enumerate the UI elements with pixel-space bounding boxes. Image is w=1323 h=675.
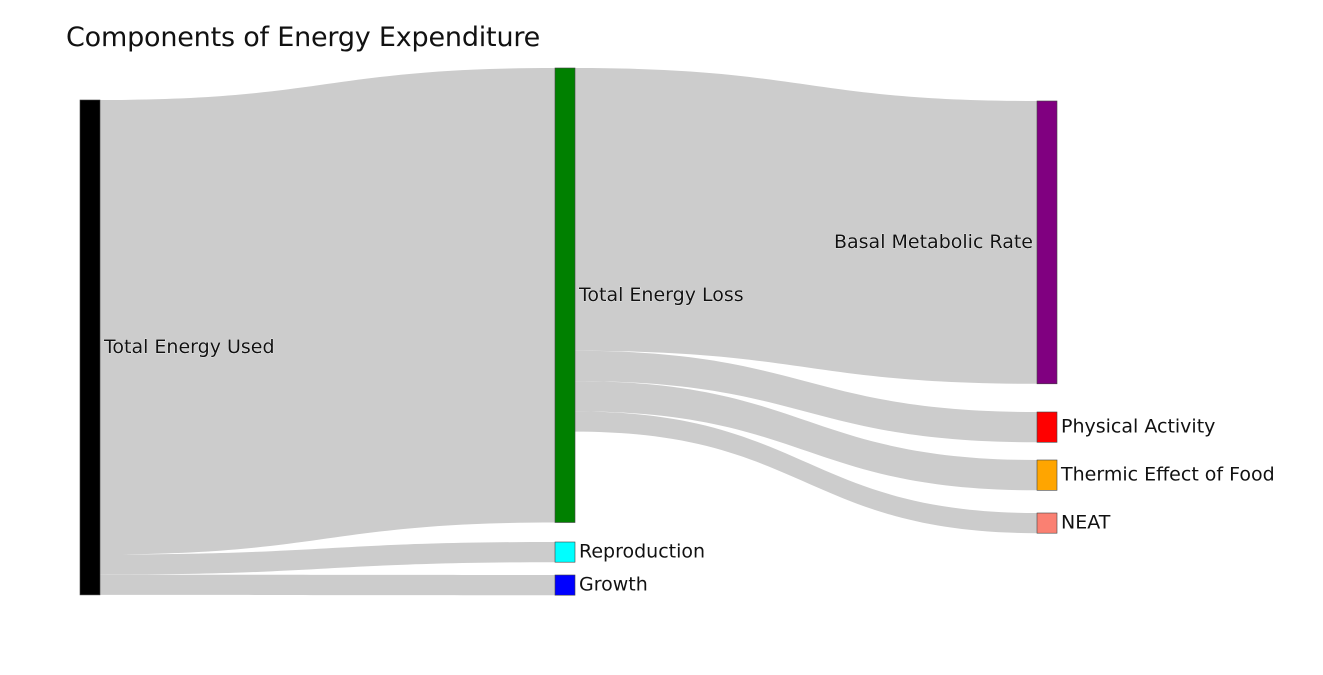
- link-used-repro[interactable]: [100, 542, 555, 575]
- link-used-growth[interactable]: [100, 574, 555, 596]
- node-label-repro: Reproduction: [579, 541, 705, 563]
- node-used[interactable]: [79, 99, 101, 596]
- links-layer: [100, 68, 1037, 596]
- node-label-growth: Growth: [579, 574, 648, 596]
- node-label-used: Total Energy Used: [103, 336, 275, 358]
- node-pa[interactable]: [1036, 411, 1058, 443]
- node-neat[interactable]: [1036, 512, 1058, 534]
- link-used-loss[interactable]: [100, 68, 555, 555]
- node-label-pa: Physical Activity: [1061, 416, 1215, 438]
- link-loss-tef[interactable]: [575, 381, 1037, 491]
- nodes-layer: [79, 67, 1058, 596]
- node-label-neat: NEAT: [1061, 512, 1111, 534]
- node-loss[interactable]: [554, 67, 576, 523]
- node-tef[interactable]: [1036, 459, 1058, 491]
- chart-title: Components of Energy Expenditure: [66, 22, 541, 53]
- link-loss-pa[interactable]: [575, 350, 1037, 443]
- node-bmr[interactable]: [1036, 100, 1058, 385]
- node-label-loss: Total Energy Loss: [578, 284, 744, 306]
- link-loss-neat[interactable]: [575, 411, 1037, 534]
- node-repro[interactable]: [554, 541, 576, 563]
- labels-layer: Total Energy Used Total Energy Loss Reprod…: [103, 231, 1275, 596]
- node-label-bmr: Basal Metabolic Rate: [834, 231, 1033, 253]
- node-label-tef: Thermic Effect of Food: [1060, 464, 1275, 486]
- node-growth[interactable]: [554, 574, 576, 596]
- link-loss-bmr[interactable]: [575, 68, 1037, 384]
